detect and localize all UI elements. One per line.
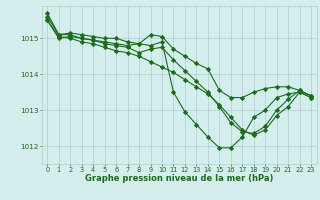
- X-axis label: Graphe pression niveau de la mer (hPa): Graphe pression niveau de la mer (hPa): [85, 174, 273, 183]
